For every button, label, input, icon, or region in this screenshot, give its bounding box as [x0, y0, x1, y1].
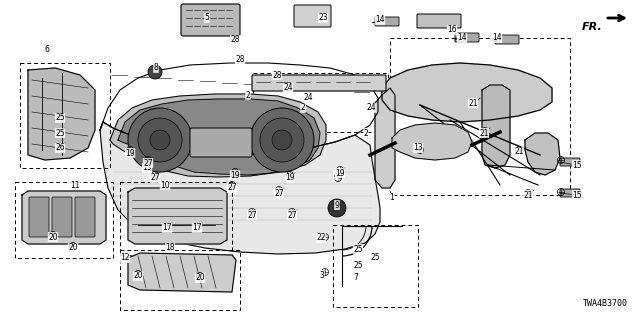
Text: 17: 17	[162, 223, 172, 233]
Bar	[20, 63, 110, 168]
Text: 14: 14	[492, 34, 502, 43]
Text: 3: 3	[319, 270, 324, 279]
Text: 27: 27	[274, 188, 284, 197]
Text: 5: 5	[205, 13, 209, 22]
Text: 25: 25	[370, 252, 380, 261]
Text: 19: 19	[335, 169, 345, 178]
Circle shape	[250, 108, 314, 172]
Polygon shape	[482, 85, 510, 168]
Text: 4: 4	[333, 171, 339, 180]
Text: 16: 16	[447, 26, 457, 35]
Text: 17: 17	[192, 223, 202, 233]
Text: 28: 28	[236, 55, 244, 65]
Text: 27: 27	[227, 183, 237, 193]
Text: 2: 2	[301, 103, 305, 113]
Text: 20: 20	[195, 274, 205, 283]
Bar	[120, 250, 240, 310]
Polygon shape	[525, 133, 560, 175]
Polygon shape	[110, 94, 326, 177]
FancyBboxPatch shape	[52, 197, 72, 237]
Text: 13: 13	[413, 143, 423, 153]
Text: 22: 22	[316, 234, 326, 243]
Text: 27: 27	[247, 211, 257, 220]
Circle shape	[260, 118, 304, 162]
Polygon shape	[128, 188, 227, 244]
Text: 10: 10	[160, 180, 170, 189]
Text: 11: 11	[70, 180, 80, 189]
Bar	[15, 182, 113, 258]
Bar	[120, 182, 232, 255]
Text: 20: 20	[68, 244, 78, 252]
Text: 6: 6	[45, 45, 49, 54]
Polygon shape	[375, 88, 395, 188]
Polygon shape	[128, 253, 236, 292]
Text: 24: 24	[283, 84, 293, 92]
Polygon shape	[100, 122, 380, 254]
Polygon shape	[392, 123, 472, 160]
Text: 27: 27	[150, 173, 160, 182]
Polygon shape	[22, 191, 106, 244]
FancyBboxPatch shape	[375, 17, 399, 26]
Bar	[390, 38, 570, 195]
Text: 19: 19	[125, 148, 135, 157]
Polygon shape	[118, 99, 320, 175]
Text: 28: 28	[272, 70, 282, 79]
Text: 25: 25	[353, 260, 363, 269]
FancyBboxPatch shape	[455, 33, 479, 42]
Text: 19: 19	[142, 164, 152, 172]
Bar	[253, 73, 388, 132]
Text: 28: 28	[230, 36, 240, 44]
FancyBboxPatch shape	[75, 197, 95, 237]
Text: 15: 15	[572, 190, 582, 199]
FancyBboxPatch shape	[560, 189, 580, 197]
Text: 20: 20	[48, 233, 58, 242]
Circle shape	[148, 65, 162, 79]
Text: TWA4B3700: TWA4B3700	[583, 299, 628, 308]
Text: 19: 19	[230, 171, 240, 180]
Circle shape	[328, 199, 346, 217]
Text: 25: 25	[55, 114, 65, 123]
FancyBboxPatch shape	[495, 35, 519, 44]
Text: 14: 14	[457, 34, 467, 43]
Text: 14: 14	[375, 15, 385, 25]
Polygon shape	[382, 63, 552, 122]
Text: 9: 9	[335, 201, 339, 210]
Text: 26: 26	[55, 143, 65, 153]
Text: 19: 19	[285, 173, 295, 182]
Circle shape	[138, 118, 182, 162]
Text: 21: 21	[479, 129, 489, 138]
Text: 27: 27	[143, 158, 153, 167]
Text: 27: 27	[287, 211, 297, 220]
Circle shape	[150, 130, 170, 150]
Text: 21: 21	[468, 99, 477, 108]
Text: 15: 15	[572, 161, 582, 170]
Text: 21: 21	[524, 190, 532, 199]
Text: 2: 2	[364, 129, 369, 138]
Text: 25: 25	[55, 129, 65, 138]
FancyBboxPatch shape	[417, 14, 461, 28]
Text: 20: 20	[133, 271, 143, 281]
Text: 8: 8	[154, 63, 158, 73]
Text: 18: 18	[165, 244, 175, 252]
Text: 7: 7	[353, 274, 358, 283]
FancyBboxPatch shape	[294, 5, 331, 27]
Text: 2: 2	[246, 91, 250, 100]
Text: 21: 21	[515, 148, 524, 156]
Text: 12: 12	[120, 253, 130, 262]
Text: 24: 24	[303, 93, 313, 102]
Text: 25: 25	[353, 244, 363, 253]
FancyBboxPatch shape	[190, 128, 252, 157]
Polygon shape	[28, 68, 95, 160]
FancyBboxPatch shape	[29, 197, 49, 237]
FancyBboxPatch shape	[181, 4, 240, 36]
Circle shape	[128, 108, 192, 172]
FancyBboxPatch shape	[252, 75, 386, 91]
Text: 24: 24	[366, 103, 376, 113]
Circle shape	[272, 130, 292, 150]
Text: 1: 1	[390, 194, 394, 203]
Text: FR.: FR.	[582, 22, 603, 32]
Bar	[333, 225, 418, 307]
Text: 23: 23	[318, 13, 328, 22]
FancyBboxPatch shape	[560, 158, 580, 166]
